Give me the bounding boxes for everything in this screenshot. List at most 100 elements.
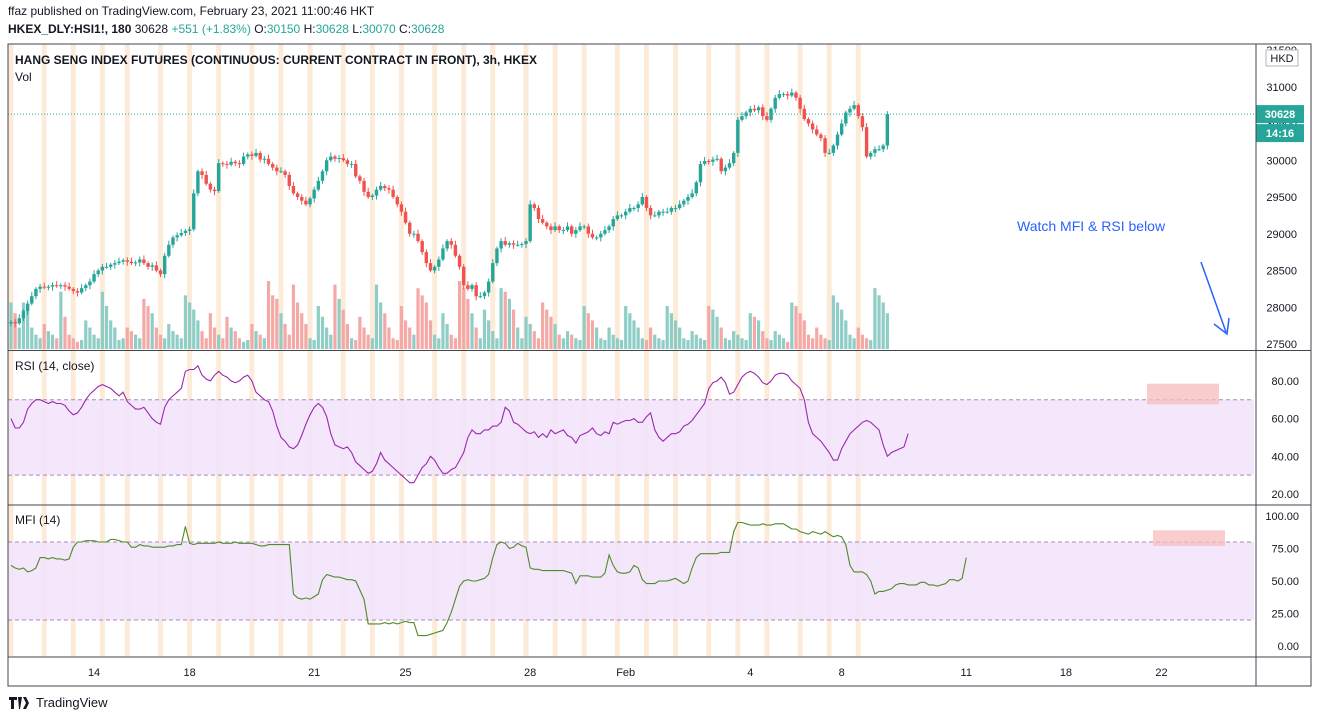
candle[interactable] xyxy=(623,211,628,216)
candle[interactable] xyxy=(885,114,890,146)
candle[interactable] xyxy=(387,188,391,190)
candle[interactable] xyxy=(586,226,591,234)
candle[interactable] xyxy=(412,233,416,235)
candle[interactable] xyxy=(133,262,138,264)
candle[interactable] xyxy=(30,296,34,304)
candle[interactable] xyxy=(694,182,698,194)
candle[interactable] xyxy=(287,174,291,186)
rsi-line[interactable] xyxy=(10,364,909,484)
candle[interactable] xyxy=(237,163,242,165)
candle[interactable] xyxy=(187,229,192,231)
candle[interactable] xyxy=(341,158,345,161)
candle[interactable] xyxy=(138,259,142,263)
candle[interactable] xyxy=(570,226,574,234)
candle[interactable] xyxy=(781,94,786,96)
candle[interactable] xyxy=(869,152,873,157)
candle[interactable] xyxy=(449,241,453,245)
candle[interactable] xyxy=(673,208,678,210)
candle[interactable] xyxy=(640,197,645,205)
candle[interactable] xyxy=(262,158,267,160)
candle[interactable] xyxy=(333,156,337,159)
candle[interactable] xyxy=(167,244,171,256)
candle[interactable] xyxy=(565,226,570,231)
candle[interactable] xyxy=(744,112,748,117)
candle[interactable] xyxy=(765,116,769,120)
candle[interactable] xyxy=(736,119,740,153)
candle[interactable] xyxy=(212,189,217,192)
candle[interactable] xyxy=(233,161,237,164)
candle[interactable] xyxy=(416,233,420,242)
candle[interactable] xyxy=(432,266,437,271)
candle[interactable] xyxy=(304,200,308,205)
candle[interactable] xyxy=(183,230,188,234)
candle[interactable] xyxy=(478,296,483,298)
candle[interactable] xyxy=(275,167,279,172)
candle[interactable] xyxy=(707,160,711,162)
candle[interactable] xyxy=(208,183,213,190)
candle[interactable] xyxy=(254,152,258,156)
candle[interactable] xyxy=(63,285,67,287)
candle[interactable] xyxy=(316,180,321,190)
candle[interactable] xyxy=(100,266,105,271)
candle[interactable] xyxy=(117,261,121,264)
candle[interactable] xyxy=(848,108,852,113)
candle[interactable] xyxy=(536,208,541,220)
price-pane[interactable]: HANG SENG INDEX FUTURES (CONTINUOUS: CUR… xyxy=(8,53,1254,349)
candle[interactable] xyxy=(657,211,661,216)
candle[interactable] xyxy=(511,243,516,245)
candle[interactable] xyxy=(557,226,561,231)
candle[interactable] xyxy=(50,285,55,287)
candle[interactable] xyxy=(266,158,271,164)
candle[interactable] xyxy=(877,149,881,151)
candle[interactable] xyxy=(225,163,229,165)
candle[interactable] xyxy=(345,160,350,164)
candle[interactable] xyxy=(362,180,366,192)
candle[interactable] xyxy=(17,318,22,324)
candle[interactable] xyxy=(88,281,92,286)
candle[interactable] xyxy=(420,241,424,253)
candle[interactable] xyxy=(408,222,412,234)
candle[interactable] xyxy=(241,156,246,164)
candle[interactable] xyxy=(54,285,59,287)
candle[interactable] xyxy=(644,197,649,209)
candle[interactable] xyxy=(582,226,586,228)
rsi-pane[interactable]: RSI (14, close) xyxy=(8,359,1254,484)
candle[interactable] xyxy=(216,163,221,192)
candle[interactable] xyxy=(719,158,723,172)
candle[interactable] xyxy=(682,200,686,205)
candle[interactable] xyxy=(520,244,524,246)
candle[interactable] xyxy=(553,226,557,231)
candle[interactable] xyxy=(246,154,250,157)
candle[interactable] xyxy=(806,119,811,124)
candle[interactable] xyxy=(611,219,615,227)
candle[interactable] xyxy=(324,160,329,172)
candle[interactable] xyxy=(196,171,200,194)
candle[interactable] xyxy=(108,264,113,267)
candle[interactable] xyxy=(615,215,620,220)
mfi-pane[interactable]: MFI (14) xyxy=(8,513,1254,637)
candle[interactable] xyxy=(470,285,474,289)
candle[interactable] xyxy=(399,204,404,212)
candle[interactable] xyxy=(320,171,325,181)
candle[interactable] xyxy=(441,248,445,260)
candle[interactable] xyxy=(75,291,80,293)
candle[interactable] xyxy=(810,123,815,130)
candle[interactable] xyxy=(578,226,582,231)
candle[interactable] xyxy=(192,193,196,230)
candle[interactable] xyxy=(798,97,802,109)
candle[interactable] xyxy=(815,129,819,135)
candle[interactable] xyxy=(200,171,204,175)
candle[interactable] xyxy=(150,265,154,267)
candle[interactable] xyxy=(104,266,109,268)
candle[interactable] xyxy=(790,92,794,96)
candle[interactable] xyxy=(366,191,370,197)
candle[interactable] xyxy=(370,195,375,197)
candle[interactable] xyxy=(175,235,179,238)
candle[interactable] xyxy=(349,163,354,165)
candle[interactable] xyxy=(162,255,167,275)
mfi-line[interactable] xyxy=(10,521,967,637)
candle[interactable] xyxy=(92,274,96,282)
candle[interactable] xyxy=(38,286,42,289)
candle[interactable] xyxy=(607,226,611,231)
candle[interactable] xyxy=(665,211,669,213)
